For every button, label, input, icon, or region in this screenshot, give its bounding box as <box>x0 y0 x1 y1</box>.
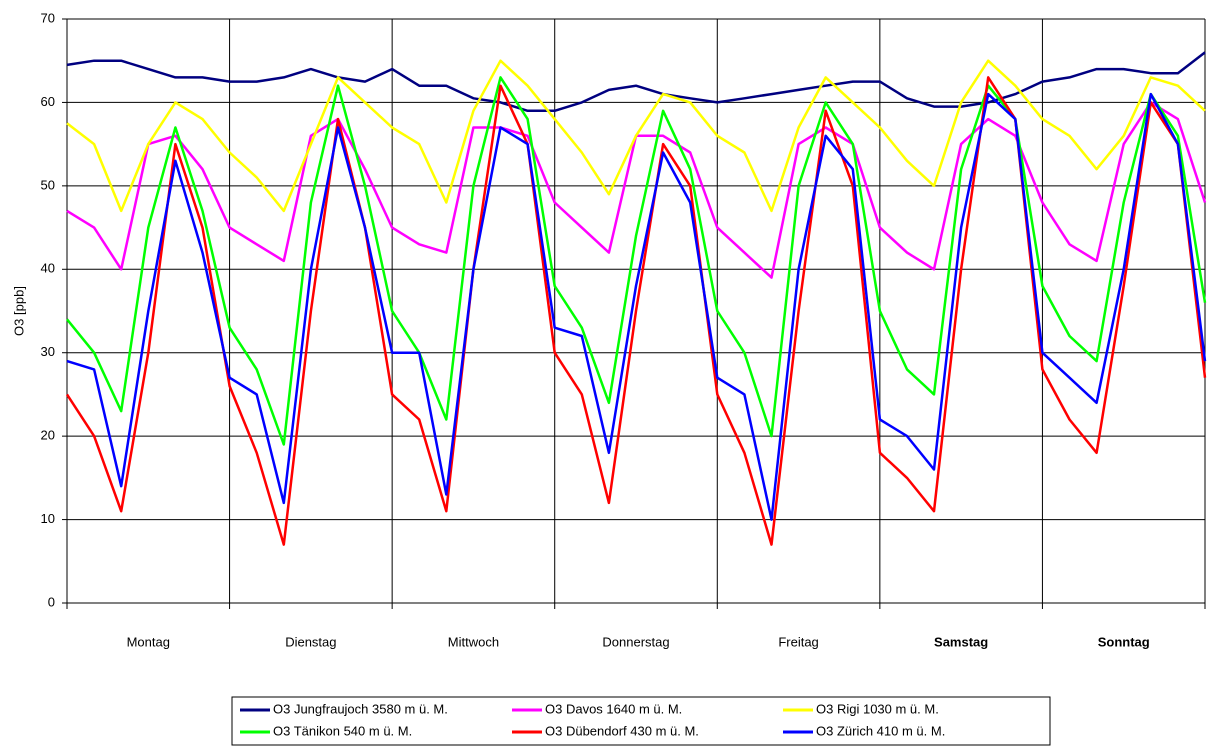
x-tick-label: Mittwoch <box>448 634 499 649</box>
legend-label: O3 Dübendorf 430 m ü. M. <box>545 723 699 738</box>
legend-label: O3 Davos 1640 m ü. M. <box>545 701 682 716</box>
x-tick-label: Dienstag <box>285 634 336 649</box>
x-tick-label: Sonntag <box>1098 634 1150 649</box>
legend-label: O3 Rigi 1030 m ü. M. <box>816 701 939 716</box>
series-line <box>66 101 1207 279</box>
x-tick-label: Montag <box>127 634 170 649</box>
y-tick-label: 70 <box>41 10 55 25</box>
x-tick-label: Freitag <box>778 634 818 649</box>
legend-label: O3 Zürich 410 m ü. M. <box>816 723 945 738</box>
legend-label: O3 Jungfraujoch 3580 m ü. M. <box>273 701 448 716</box>
y-tick-label: 40 <box>41 261 55 276</box>
series-line <box>66 92 1207 521</box>
series-line <box>65 76 1207 546</box>
y-axis-label: O3 [ppb] <box>11 286 26 336</box>
y-tick-label: 10 <box>41 511 55 526</box>
y-tick-label: 60 <box>41 94 55 109</box>
y-tick-label: 0 <box>48 594 55 609</box>
series-line <box>66 51 1206 113</box>
series-line <box>66 59 1206 213</box>
x-tick-label: Donnerstag <box>602 634 669 649</box>
x-tick-label: Samstag <box>934 634 988 649</box>
legend-label: O3 Tänikon 540 m ü. M. <box>273 723 412 738</box>
y-tick-label: 20 <box>41 428 55 443</box>
legend-box <box>231 696 1051 746</box>
y-tick-label: 50 <box>41 177 55 192</box>
y-tick-label: 30 <box>41 344 55 359</box>
series-line <box>66 76 1207 446</box>
